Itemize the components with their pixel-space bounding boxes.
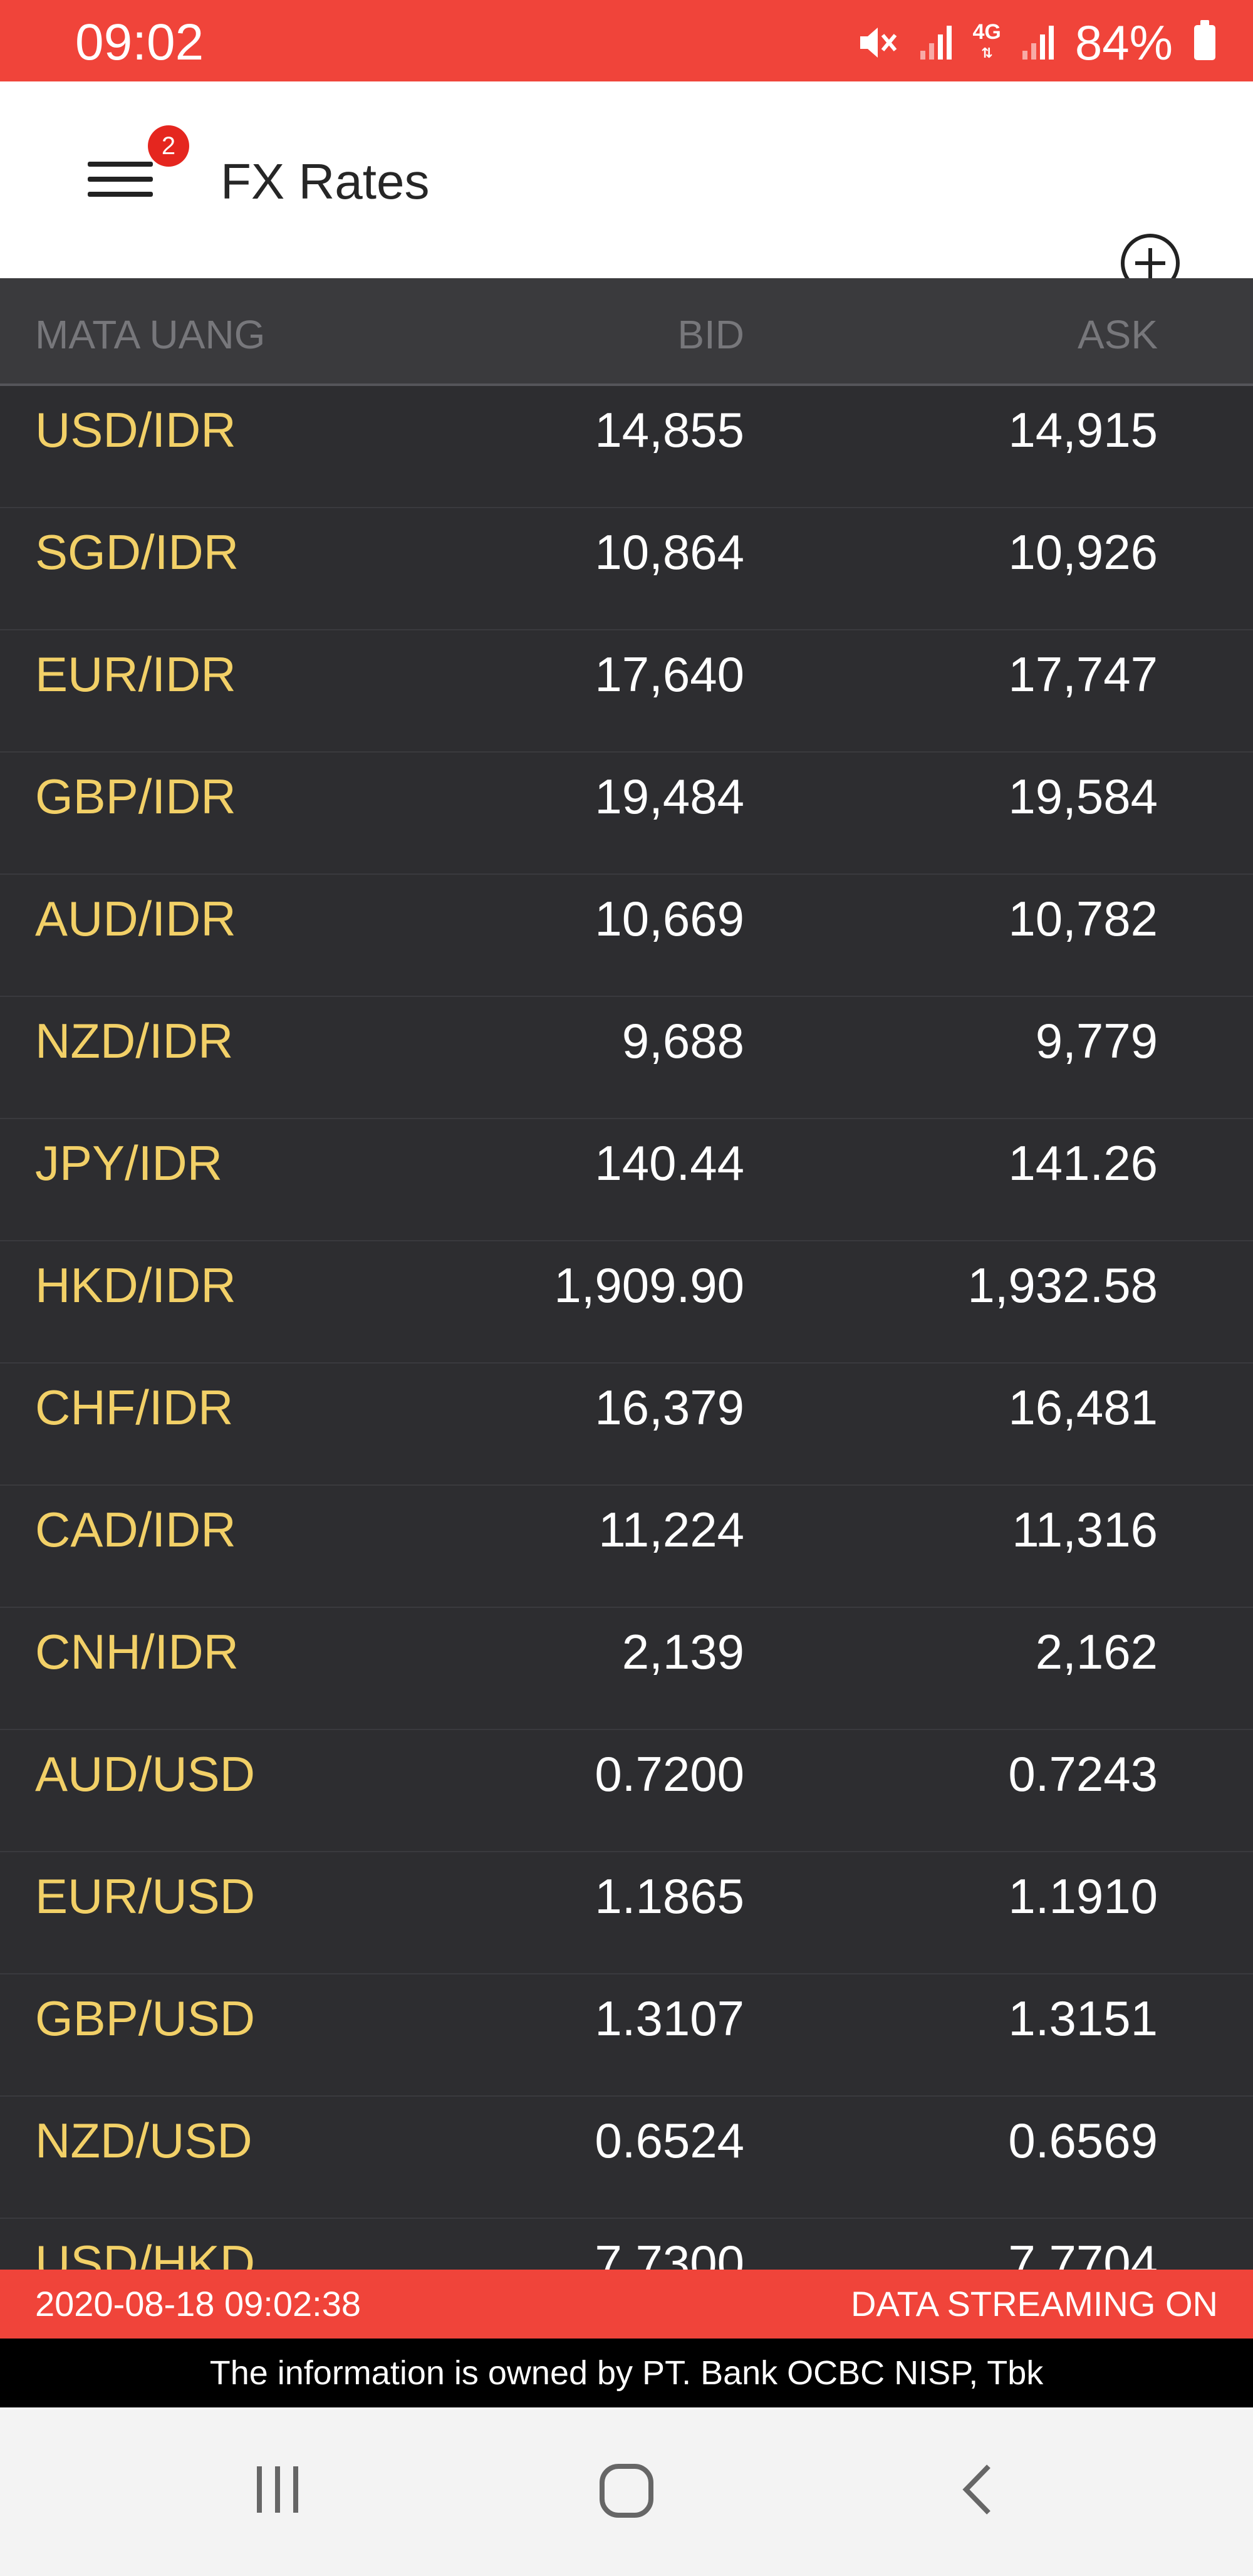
table-row[interactable]: USD/HKD 7.7300 7.7704 [0,2219,1253,2270]
status-time: 09:02 [75,14,204,71]
table-row[interactable]: GBP/IDR 19,484 19,584 [0,753,1253,875]
bid-value: 10,669 [595,891,744,946]
table-row[interactable]: EUR/IDR 17,640 17,747 [0,630,1253,753]
currency-pair: NZD/IDR [35,1013,234,1068]
ask-value: 16,481 [1008,1380,1158,1435]
back-icon [962,2464,990,2515]
last-update-timestamp: 2020-08-18 09:02:38 [35,2284,361,2323]
ask-value: 141.26 [1008,1135,1158,1191]
ask-value: 14,915 [1008,402,1158,457]
column-header-currency: MATA UANG [35,312,266,357]
ask-value: 1,932.58 [967,1258,1158,1313]
ask-value: 1.1910 [1008,1869,1158,1924]
currency-pair: GBP/USD [35,1991,256,2046]
notification-badge: 2 [148,125,189,167]
ask-value: 0.6569 [1008,2113,1158,2168]
ask-value: 1.3151 [1008,1991,1158,2046]
ask-value: 10,782 [1008,891,1158,946]
rates-table[interactable]: USD/IDR 14,855 14,915 SGD/IDR 10,864 10,… [0,386,1253,2270]
currency-pair: USD/HKD [35,2235,256,2270]
table-row[interactable]: AUD/IDR 10,669 10,782 [0,875,1253,997]
home-icon [600,2464,653,2518]
battery-icon [1194,20,1215,60]
bid-value: 9,688 [621,1013,744,1068]
signal-icon-2 [1022,26,1054,60]
table-row[interactable]: NZD/IDR 9,688 9,779 [0,997,1253,1119]
ask-value: 0.7243 [1008,1746,1158,1802]
streaming-status: DATA STREAMING ON [851,2284,1218,2323]
bid-value: 14,855 [595,402,744,457]
table-row[interactable]: CHF/IDR 16,379 16,481 [0,1364,1253,1486]
table-row[interactable]: NZD/USD 0.6524 0.6569 [0,2097,1253,2219]
network-type: 4G [972,20,1001,44]
table-row[interactable]: EUR/USD 1.1865 1.1910 [0,1852,1253,1974]
back-button[interactable] [959,2461,996,2521]
ask-value: 2,162 [1035,1624,1158,1679]
currency-pair: USD/IDR [35,402,236,457]
currency-pair: EUR/IDR [35,647,236,702]
bid-value: 0.6524 [595,2113,744,2168]
ask-value: 7.7704 [1008,2235,1158,2270]
currency-pair: CNH/IDR [35,1624,239,1679]
currency-pair: NZD/USD [35,2113,252,2168]
status-icons: 4G ⇅ 84% [858,11,1215,74]
currency-pair: JPY/IDR [35,1135,223,1191]
currency-pair: HKD/IDR [35,1258,236,1313]
system-nav-bar [0,2407,1253,2576]
recent-apps-icon [257,2466,298,2513]
hamburger-menu-icon [88,162,153,197]
currency-pair: GBP/IDR [35,769,236,824]
currency-pair: AUD/IDR [35,891,236,946]
4g-icon: 4G ⇅ [973,21,1001,64]
bid-value: 1,909.90 [554,1258,744,1313]
ask-value: 19,584 [1008,769,1158,824]
table-row[interactable]: GBP/USD 1.3107 1.3151 [0,1974,1253,2097]
column-header-ask: ASK [1077,312,1158,357]
currency-pair: SGD/IDR [35,524,239,580]
bid-value: 0.7200 [595,1746,744,1802]
bid-value: 7.7300 [595,2235,744,2270]
home-button[interactable] [598,2463,655,2522]
bid-value: 16,379 [595,1380,744,1435]
mute-icon [860,28,897,58]
table-row[interactable]: HKD/IDR 1,909.90 1,932.58 [0,1241,1253,1364]
currency-pair: CAD/IDR [35,1502,236,1557]
bid-value: 2,139 [621,1624,744,1679]
ask-value: 11,316 [1012,1502,1158,1557]
recent-apps-button[interactable] [249,2461,306,2521]
bid-value: 1.1865 [595,1869,744,1924]
hamburger-menu-button[interactable] [88,157,157,213]
page-title: FX Rates [221,154,430,209]
bid-value: 19,484 [595,769,744,824]
column-header-bid: BID [677,312,744,357]
bid-value: 11,224 [598,1502,744,1557]
ask-value: 10,926 [1008,524,1158,580]
currency-pair: EUR/USD [35,1869,256,1924]
table-row[interactable]: AUD/USD 0.7200 0.7243 [0,1730,1253,1852]
signal-icon [920,26,952,60]
table-row[interactable]: SGD/IDR 10,864 10,926 [0,508,1253,630]
table-row[interactable]: USD/IDR 14,855 14,915 [0,386,1253,508]
rates-table-header: MATA UANG BID ASK [0,278,1253,386]
bid-value: 10,864 [595,524,744,580]
bid-value: 140.44 [595,1135,744,1191]
ask-value: 17,747 [1008,647,1158,702]
ownership-notice: The information is owned by PT. Bank OCB… [0,2339,1253,2407]
table-row[interactable]: CAD/IDR 11,224 11,316 [0,1486,1253,1608]
currency-pair: CHF/IDR [35,1380,234,1435]
data-arrows-icon: ⇅ [980,45,993,61]
bid-value: 1.3107 [595,1991,744,2046]
bid-value: 17,640 [595,647,744,702]
status-bar: 09:02 4G ⇅ 84% [0,0,1253,81]
app-header: 2 FX Rates [0,81,1253,293]
ask-value: 9,779 [1035,1013,1158,1068]
table-row[interactable]: CNH/IDR 2,139 2,162 [0,1608,1253,1730]
currency-pair: AUD/USD [35,1746,256,1802]
table-row[interactable]: JPY/IDR 140.44 141.26 [0,1119,1253,1241]
data-stream-bar: 2020-08-18 09:02:38 DATA STREAMING ON [0,2270,1253,2339]
battery-percent: 84% [1074,15,1173,70]
